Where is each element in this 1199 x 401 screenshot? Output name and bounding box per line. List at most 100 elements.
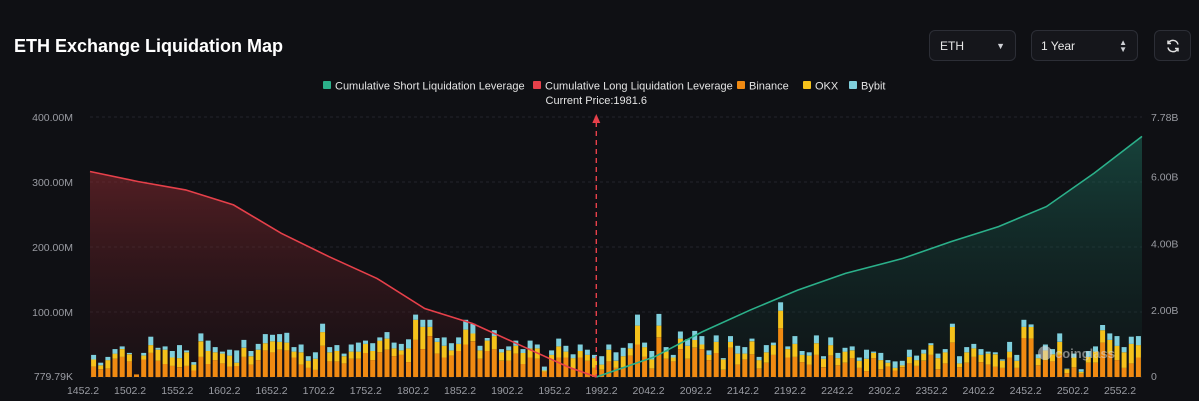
bar-bybit	[205, 340, 211, 351]
bar-okx	[842, 351, 848, 363]
bar-binance	[484, 351, 490, 377]
x-tick-label: 1702.2	[303, 385, 335, 397]
bar-okx	[670, 357, 676, 362]
y-left-tick-label: 300.00M	[32, 177, 73, 189]
bar-okx	[470, 333, 476, 342]
bar-binance	[878, 369, 884, 377]
bar-bybit	[477, 345, 483, 351]
bar-bybit	[856, 357, 862, 361]
bar-bybit	[112, 349, 118, 354]
bar-bybit	[778, 302, 784, 311]
bar-binance	[620, 367, 626, 378]
cumulative-long-line	[89, 170, 597, 378]
bar-binance	[184, 365, 190, 377]
bar-binance	[763, 362, 769, 377]
bar-binance	[1014, 367, 1020, 377]
bar-bybit	[1050, 349, 1055, 355]
bar-bybit	[198, 333, 204, 342]
bar-bybit	[792, 336, 798, 344]
bar-binance	[491, 349, 497, 377]
coin-select[interactable]: ETH ▼	[929, 30, 1016, 61]
bar-binance	[720, 369, 726, 377]
bar-binance	[806, 364, 812, 377]
bar-bybit	[878, 352, 884, 361]
bar-bybit	[284, 332, 290, 343]
bar-bybit	[978, 349, 984, 355]
y-left-tick-label: 200.00M	[32, 242, 73, 254]
x-tick-label: 2452.2	[1010, 385, 1042, 397]
bar-okx	[506, 350, 512, 361]
bar-bybit	[985, 351, 991, 354]
bar-bybit	[262, 334, 268, 344]
bar-bybit	[398, 343, 404, 351]
bar-okx	[1093, 351, 1098, 363]
bar-okx	[406, 348, 411, 363]
range-select[interactable]: 1 Year ▲ ▼	[1031, 30, 1138, 61]
bar-binance	[749, 354, 755, 378]
bar-okx	[656, 325, 662, 338]
bar-bybit	[1014, 354, 1020, 361]
bar-okx	[1064, 369, 1070, 374]
bar-bybit	[699, 336, 705, 345]
bar-okx	[885, 362, 891, 367]
bar-binance	[921, 360, 927, 378]
bar-binance	[692, 347, 698, 378]
bar-binance	[642, 356, 648, 377]
x-tick-label: 1852.2	[444, 385, 476, 397]
bar-binance	[699, 349, 705, 377]
bar-bybit	[1128, 336, 1134, 344]
bar-okx	[742, 353, 748, 360]
bar-binance	[663, 358, 669, 377]
bar-okx	[477, 350, 483, 359]
bar-bybit	[98, 362, 104, 366]
bar-bybit	[148, 336, 154, 346]
bar-binance	[813, 354, 819, 377]
refresh-button[interactable]	[1154, 30, 1191, 61]
bar-binance	[728, 347, 733, 378]
bar-bybit	[212, 347, 218, 353]
bar-bybit	[305, 356, 311, 361]
bar-binance	[327, 361, 333, 377]
bar-binance	[864, 371, 869, 377]
bar-okx	[463, 329, 469, 345]
bar-bybit	[592, 354, 597, 359]
bar-bybit	[735, 345, 741, 354]
bar-bybit	[606, 344, 612, 350]
bar-okx	[456, 343, 462, 351]
bar-binance	[627, 355, 633, 377]
bar-okx	[813, 343, 819, 355]
bar-okx	[177, 358, 182, 368]
legend-label: OKX	[815, 81, 839, 93]
bar-okx	[484, 340, 490, 351]
bar-bybit	[1093, 346, 1098, 352]
bar-binance	[148, 352, 154, 377]
bar-bybit	[169, 351, 175, 358]
bar-binance	[821, 367, 826, 378]
bar-bybit	[677, 331, 683, 339]
bar-bybit	[534, 344, 540, 349]
bar-bybit	[770, 342, 776, 346]
bar-bybit	[871, 351, 877, 353]
bar-bybit	[613, 352, 619, 361]
y-right-tick-label: 7.78B	[1151, 112, 1178, 124]
bar-okx	[992, 354, 998, 367]
bar-bybit	[635, 314, 640, 326]
bar-binance	[1121, 367, 1127, 377]
bar-bybit	[1100, 325, 1106, 331]
bar-binance	[985, 364, 991, 377]
bar-binance	[856, 367, 862, 377]
x-tick-label: 1992.2	[585, 385, 617, 397]
bar-bybit	[813, 335, 819, 344]
y-left-min-label: 779.79K	[34, 371, 73, 383]
bar-bybit	[742, 347, 748, 354]
bar-okx	[205, 351, 211, 364]
bar-bybit	[620, 347, 626, 357]
bar-binance	[427, 336, 433, 377]
bar-okx	[649, 359, 655, 369]
bar-okx	[391, 348, 397, 357]
bar-binance	[556, 357, 562, 377]
bar-binance	[577, 357, 583, 377]
bar-okx	[577, 351, 583, 358]
bar-binance	[713, 352, 719, 377]
bar-okx	[1057, 341, 1063, 355]
